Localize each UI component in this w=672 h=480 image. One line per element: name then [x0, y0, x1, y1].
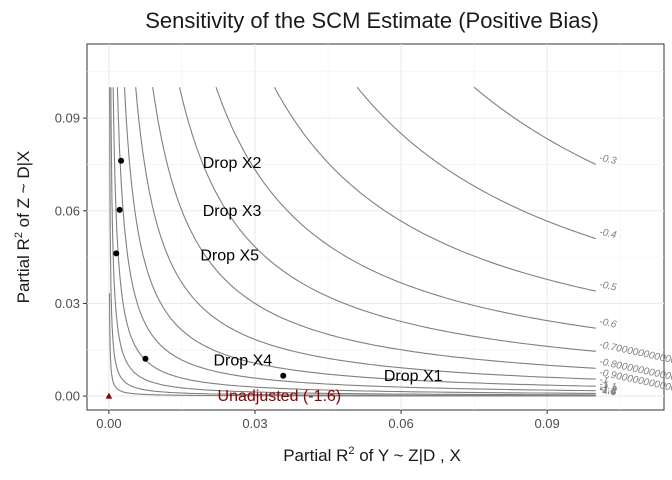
x-tick-label: 0.06 — [388, 416, 413, 431]
data-point — [280, 372, 287, 379]
point-label: Drop X1 — [384, 368, 443, 385]
y-axis-ticks: 0.00 0.03 0.06 0.09 — [55, 111, 87, 404]
contour-label: -1.2 — [598, 382, 618, 396]
data-point — [113, 250, 120, 257]
point-label: Drop X5 — [200, 247, 259, 264]
contour-label: -1.4 — [598, 384, 618, 398]
contour-lines — [108, 86, 597, 397]
chart-title: Sensitivity of the SCM Estimate (Positiv… — [145, 8, 599, 33]
y-tick-label: 0.03 — [55, 296, 80, 311]
x-tick-label: 0.03 — [242, 416, 267, 431]
y-axis-title-post: of Z ~ D|X — [14, 151, 33, 232]
contour-label: -1.1 — [598, 379, 617, 393]
y-tick-label: 0.09 — [55, 111, 80, 126]
contour-line — [356, 86, 596, 240]
y-tick-label: 0.06 — [55, 203, 80, 218]
unadjusted-point — [105, 392, 113, 399]
unadjusted-label: Unadjusted (-1.6) — [218, 388, 342, 405]
x-tick-label: 0.00 — [96, 416, 121, 431]
data-point — [142, 355, 149, 362]
x-axis-title-post: of Y ~ Z|D , X — [355, 446, 461, 465]
contour-line — [473, 86, 597, 165]
contour-line — [152, 87, 596, 369]
data-points — [105, 157, 287, 399]
x-tick-label: 0.09 — [534, 416, 559, 431]
contour-line — [178, 87, 596, 352]
contour-line — [112, 87, 596, 394]
contour-line — [109, 87, 596, 397]
contour-label: -0.5 — [598, 279, 618, 293]
data-point — [116, 206, 123, 213]
y-tick-label: 0.00 — [55, 389, 80, 404]
y-axis-title-pre: Partial R — [14, 238, 33, 303]
x-axis-ticks: 0.00 0.03 0.06 0.09 — [96, 410, 560, 431]
point-labels: Drop X2 Drop X3 Drop X5 Drop X4 Drop X1 Unadj… — [200, 155, 442, 405]
point-label: Drop X4 — [213, 352, 272, 369]
contour-line — [116, 87, 596, 392]
data-point — [118, 157, 125, 164]
contour-label: -1.5 — [598, 384, 618, 398]
x-axis-title-sup: 2 — [348, 445, 354, 457]
contour-label: -0.4 — [598, 227, 618, 241]
y-axis-title-sup: 2 — [13, 232, 25, 238]
point-label: Drop X3 — [203, 203, 262, 220]
grid-lines — [87, 44, 664, 410]
x-axis-title-pre: Partial R — [283, 446, 348, 465]
x-axis-title: Partial R2 of Y ~ Z|D , X — [283, 445, 461, 465]
contour-line — [123, 87, 596, 387]
contour-label: -0.6 — [598, 316, 618, 330]
contour-label: -1.3 — [598, 383, 618, 397]
y-axis-title: Partial R2 of Z ~ D|X — [13, 151, 33, 304]
contour-label: -1 — [598, 374, 609, 387]
contour-line — [110, 87, 596, 396]
contour-line — [135, 87, 596, 380]
contour-label: -0.3 — [598, 153, 618, 167]
contour-line — [274, 86, 596, 292]
point-label: Drop X2 — [203, 155, 262, 172]
contour-line — [108, 293, 596, 397]
contour-line — [215, 87, 596, 329]
